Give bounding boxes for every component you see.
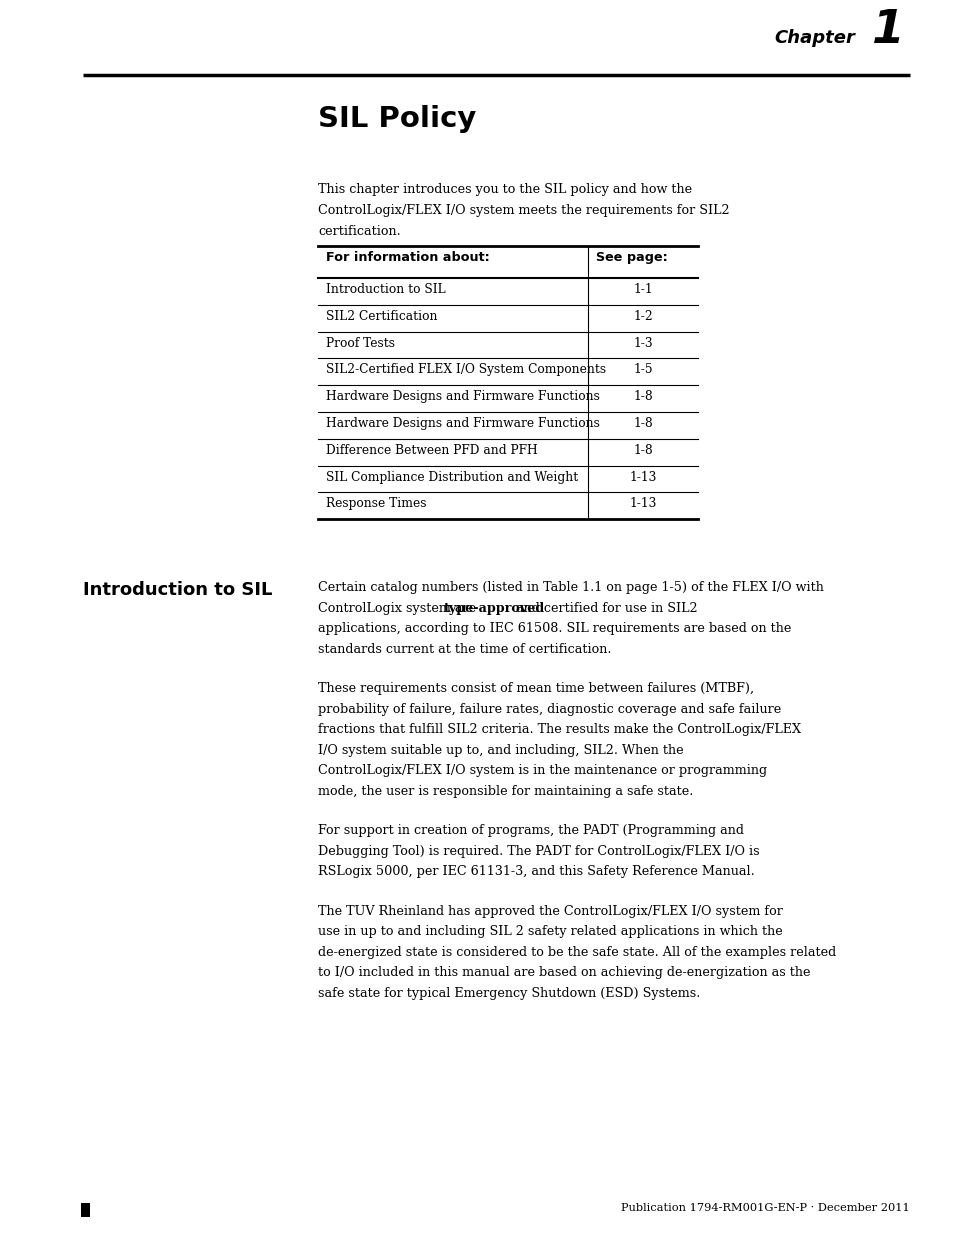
Text: This chapter introduces you to the SIL policy and how the: This chapter introduces you to the SIL p… (317, 183, 691, 196)
Text: 1-8: 1-8 (633, 390, 652, 403)
Text: These requirements consist of mean time between failures (MTBF),: These requirements consist of mean time … (317, 682, 753, 695)
Bar (81, 1203, 90, 1216)
Text: standards current at the time of certification.: standards current at the time of certifi… (317, 642, 611, 656)
Text: Publication 1794-RM001G-EN-P · December 2011: Publication 1794-RM001G-EN-P · December … (620, 1203, 909, 1213)
Text: SIL Policy: SIL Policy (317, 105, 476, 133)
Text: 1-13: 1-13 (629, 471, 656, 484)
Text: and certified for use in SIL2: and certified for use in SIL2 (512, 601, 698, 615)
Text: 1-13: 1-13 (629, 498, 656, 510)
Text: certification.: certification. (317, 225, 400, 238)
Text: 1: 1 (871, 7, 904, 53)
Text: to I/O included in this manual are based on achieving de-energization as the: to I/O included in this manual are based… (317, 966, 810, 979)
Text: Hardware Designs and Firmware Functions: Hardware Designs and Firmware Functions (326, 390, 599, 403)
Text: 1-2: 1-2 (633, 310, 652, 322)
Text: See page:: See page: (596, 251, 667, 264)
Text: Introduction to SIL: Introduction to SIL (326, 283, 445, 296)
Text: Hardware Designs and Firmware Functions: Hardware Designs and Firmware Functions (326, 417, 599, 430)
Text: probability of failure, failure rates, diagnostic coverage and safe failure: probability of failure, failure rates, d… (317, 703, 781, 716)
Text: 1-3: 1-3 (633, 337, 652, 350)
Text: Response Times: Response Times (326, 498, 426, 510)
Text: For support in creation of programs, the PADT (Programming and: For support in creation of programs, the… (317, 824, 743, 837)
Text: ControlLogix/FLEX I/O system meets the requirements for SIL2: ControlLogix/FLEX I/O system meets the r… (317, 204, 729, 217)
Text: I/O system suitable up to, and including, SIL2. When the: I/O system suitable up to, and including… (317, 743, 683, 757)
Text: Chapter: Chapter (773, 28, 854, 47)
Text: The TUV Rheinland has approved the ControlLogix/FLEX I/O system for: The TUV Rheinland has approved the Contr… (317, 905, 782, 918)
Text: Proof Tests: Proof Tests (326, 337, 395, 350)
Text: SIL Compliance Distribution and Weight: SIL Compliance Distribution and Weight (326, 471, 578, 484)
Text: SIL2 Certification: SIL2 Certification (326, 310, 437, 322)
Text: SIL2-Certified FLEX I/O System Components: SIL2-Certified FLEX I/O System Component… (326, 363, 605, 377)
Text: de-energized state is considered to be the safe state. All of the examples relat: de-energized state is considered to be t… (317, 946, 836, 958)
Text: use in up to and including SIL 2 safety related applications in which the: use in up to and including SIL 2 safety … (317, 925, 781, 939)
Text: Difference Between PFD and PFH: Difference Between PFD and PFH (326, 443, 537, 457)
Text: ControlLogix/FLEX I/O system is in the maintenance or programming: ControlLogix/FLEX I/O system is in the m… (317, 764, 766, 777)
Text: For information about:: For information about: (326, 251, 489, 264)
Text: 1-5: 1-5 (633, 363, 652, 377)
Text: 1-8: 1-8 (633, 443, 652, 457)
Text: 1-1: 1-1 (633, 283, 652, 296)
Text: fractions that fulfill SIL2 criteria. The results make the ControlLogix/FLEX: fractions that fulfill SIL2 criteria. Th… (317, 724, 801, 736)
Text: Debugging Tool) is required. The PADT for ControlLogix/FLEX I/O is: Debugging Tool) is required. The PADT fo… (317, 845, 759, 857)
Text: type-approved: type-approved (443, 601, 545, 615)
Text: applications, according to IEC 61508. SIL requirements are based on the: applications, according to IEC 61508. SI… (317, 622, 791, 635)
Text: 1-8: 1-8 (633, 417, 652, 430)
Text: ControlLogix system are: ControlLogix system are (317, 601, 479, 615)
Text: RSLogix 5000, per IEC 61131-3, and this Safety Reference Manual.: RSLogix 5000, per IEC 61131-3, and this … (317, 866, 754, 878)
Text: Introduction to SIL: Introduction to SIL (83, 582, 273, 599)
Text: safe state for typical Emergency Shutdown (ESD) Systems.: safe state for typical Emergency Shutdow… (317, 987, 700, 999)
Text: Certain catalog numbers (listed in Table 1.1 on page 1-5) of the FLEX I/O with: Certain catalog numbers (listed in Table… (317, 582, 823, 594)
Text: mode, the user is responsible for maintaining a safe state.: mode, the user is responsible for mainta… (317, 784, 693, 798)
